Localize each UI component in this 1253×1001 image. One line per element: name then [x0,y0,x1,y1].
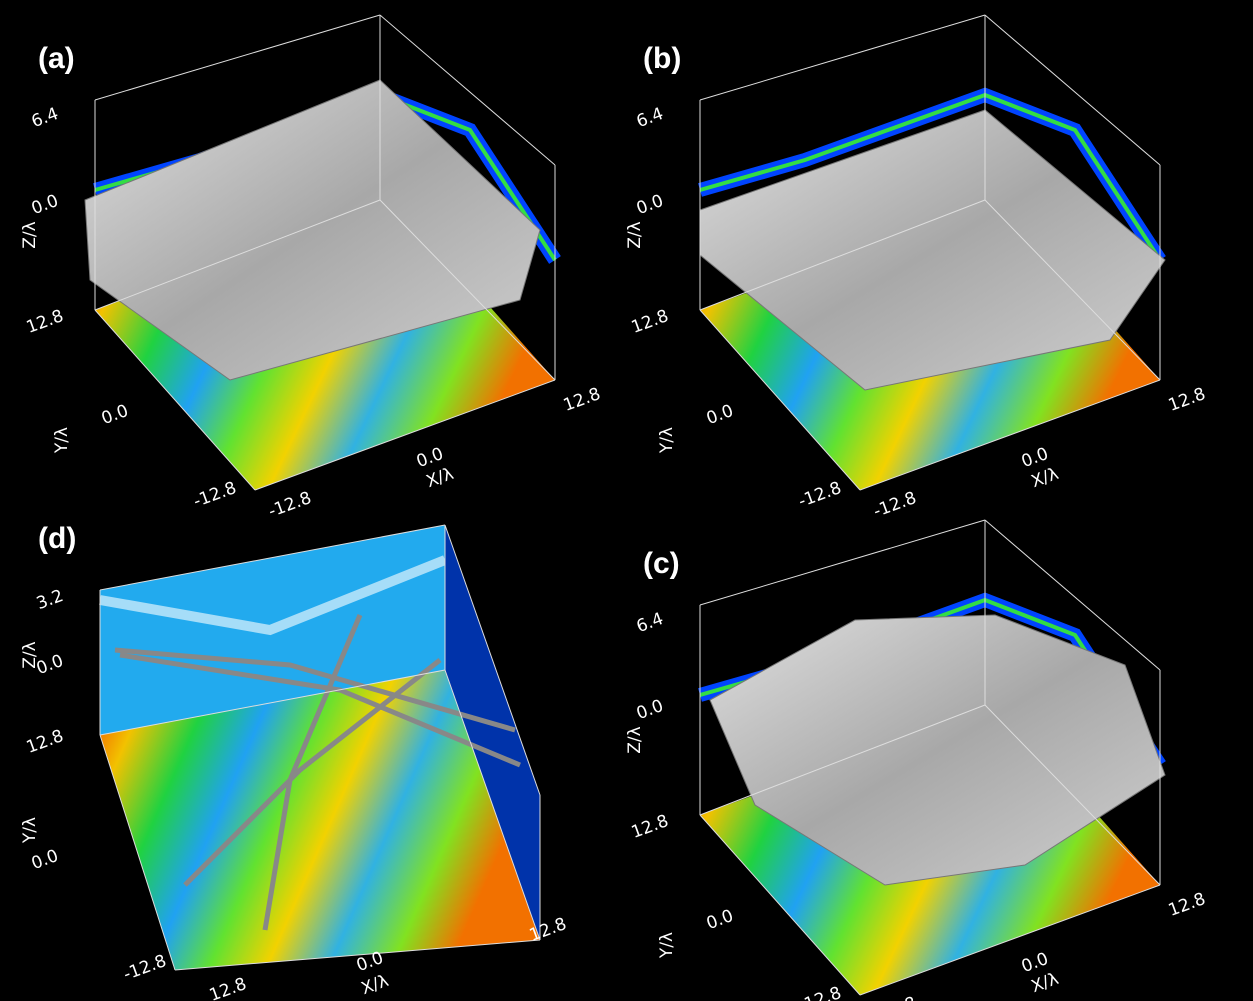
z-tick-label: 0.0 [29,191,61,219]
y-tick-label: 12.8 [24,306,66,338]
panel: (d)3.20.0Z/λ12.80.0-12.8Y/λ12.80.012.8X/… [20,522,569,1001]
box-edge [444,524,541,796]
x-tick-label: -12.8 [266,488,314,522]
y-tick-label: -12.8 [191,478,239,512]
box-edge [99,734,176,971]
panel: (a)6.40.0Z/λ12.80.0-12.8Y/λ-12.80.012.8X… [20,14,603,522]
panel-label: (a) [38,42,75,75]
box-edge [984,14,1161,166]
x-tick-label: 12.8 [1166,384,1208,416]
box-edge [99,669,446,736]
box-edge [94,309,256,491]
x-axis-label: X/λ [359,971,392,999]
box-edge [699,814,861,996]
z-axis-label: Z/λ [625,221,645,248]
x-tick-label: 12.8 [1166,889,1208,921]
field-line [183,658,442,887]
y-tick-label: 12.8 [629,306,671,338]
y-tick-label: 0.0 [704,906,736,934]
x-tick-label: -12.8 [871,993,919,1001]
box-edge [174,939,541,971]
z-axis-label: Z/λ [20,641,40,668]
box-edge [699,14,986,101]
box-edge [984,199,1161,381]
box-edge [379,199,556,381]
z-tick-label: 3.2 [34,586,66,614]
box-edge [94,199,381,311]
box-edge [984,519,1161,671]
y-tick-label: 12.8 [629,811,671,843]
y-tick-label: 0.0 [704,401,736,429]
panel: (c)6.40.0Z/λ12.80.0-12.8Y/λ-12.80.012.8X… [625,519,1208,1001]
isosurface [709,614,1166,886]
box-edge [859,379,1161,491]
z-axis-label: Z/λ [625,726,645,753]
y-axis-label: Y/λ [52,427,72,454]
panel-label: (c) [643,547,680,580]
box-edge [254,379,556,491]
box-edge [699,199,986,311]
x-tick-label: 12.8 [207,974,249,1001]
box-edge [99,524,446,591]
y-tick-label: 0.0 [29,846,61,874]
box-edge [699,704,986,816]
y-tick-label: -12.8 [796,478,844,512]
z-tick-label: 6.4 [29,104,61,132]
x-tick-label: -12.8 [871,488,919,522]
z-tick-label: 0.0 [634,191,666,219]
box-edge [94,14,381,101]
y-axis-label: Y/λ [20,817,40,844]
y-tick-label: 12.8 [24,726,66,758]
panel-label: (b) [643,42,681,75]
panel-label: (d) [38,522,76,555]
y-tick-label: -12.8 [121,951,169,985]
box-edge [699,309,861,491]
box-edge [444,669,541,941]
rim [99,555,447,636]
field-line [262,614,363,931]
field-line [114,647,516,733]
box-edge [859,884,1161,996]
side-map [445,525,540,940]
z-tick-label: 6.4 [634,609,666,637]
x-tick-label: 12.8 [561,384,603,416]
y-tick-label: -12.8 [796,983,844,1001]
box-edge [984,704,1161,886]
box-edge [379,14,556,166]
floor-map [100,670,540,970]
y-axis-label: Y/λ [657,427,677,454]
z-tick-label: 6.4 [634,104,666,132]
panel: (b)6.40.0Z/λ12.80.0-12.8Y/λ-12.80.012.8X… [625,14,1208,522]
z-tick-label: 0.0 [634,696,666,724]
y-axis-label: Y/λ [657,932,677,959]
y-tick-label: 0.0 [99,401,131,429]
box-edge [699,519,986,606]
z-axis-label: Z/λ [20,221,40,248]
